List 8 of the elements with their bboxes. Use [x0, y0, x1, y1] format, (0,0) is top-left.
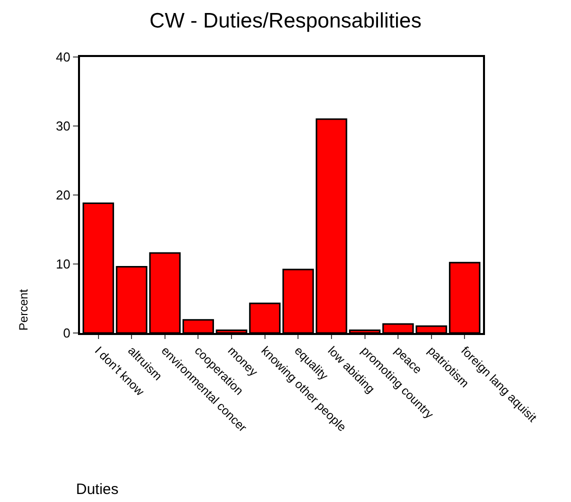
y-tick-label: 10: [56, 256, 70, 272]
y-tick-label: 20: [56, 188, 70, 203]
y-tick-label: 0: [63, 326, 70, 341]
y-tick-label: 30: [56, 118, 70, 134]
x-axis-title: Duties: [76, 481, 119, 498]
y-tick-label: 40: [56, 50, 70, 65]
chart-title: CW - Duties/Responsabilities: [150, 9, 422, 32]
y-axis-title: Percent: [16, 288, 31, 331]
